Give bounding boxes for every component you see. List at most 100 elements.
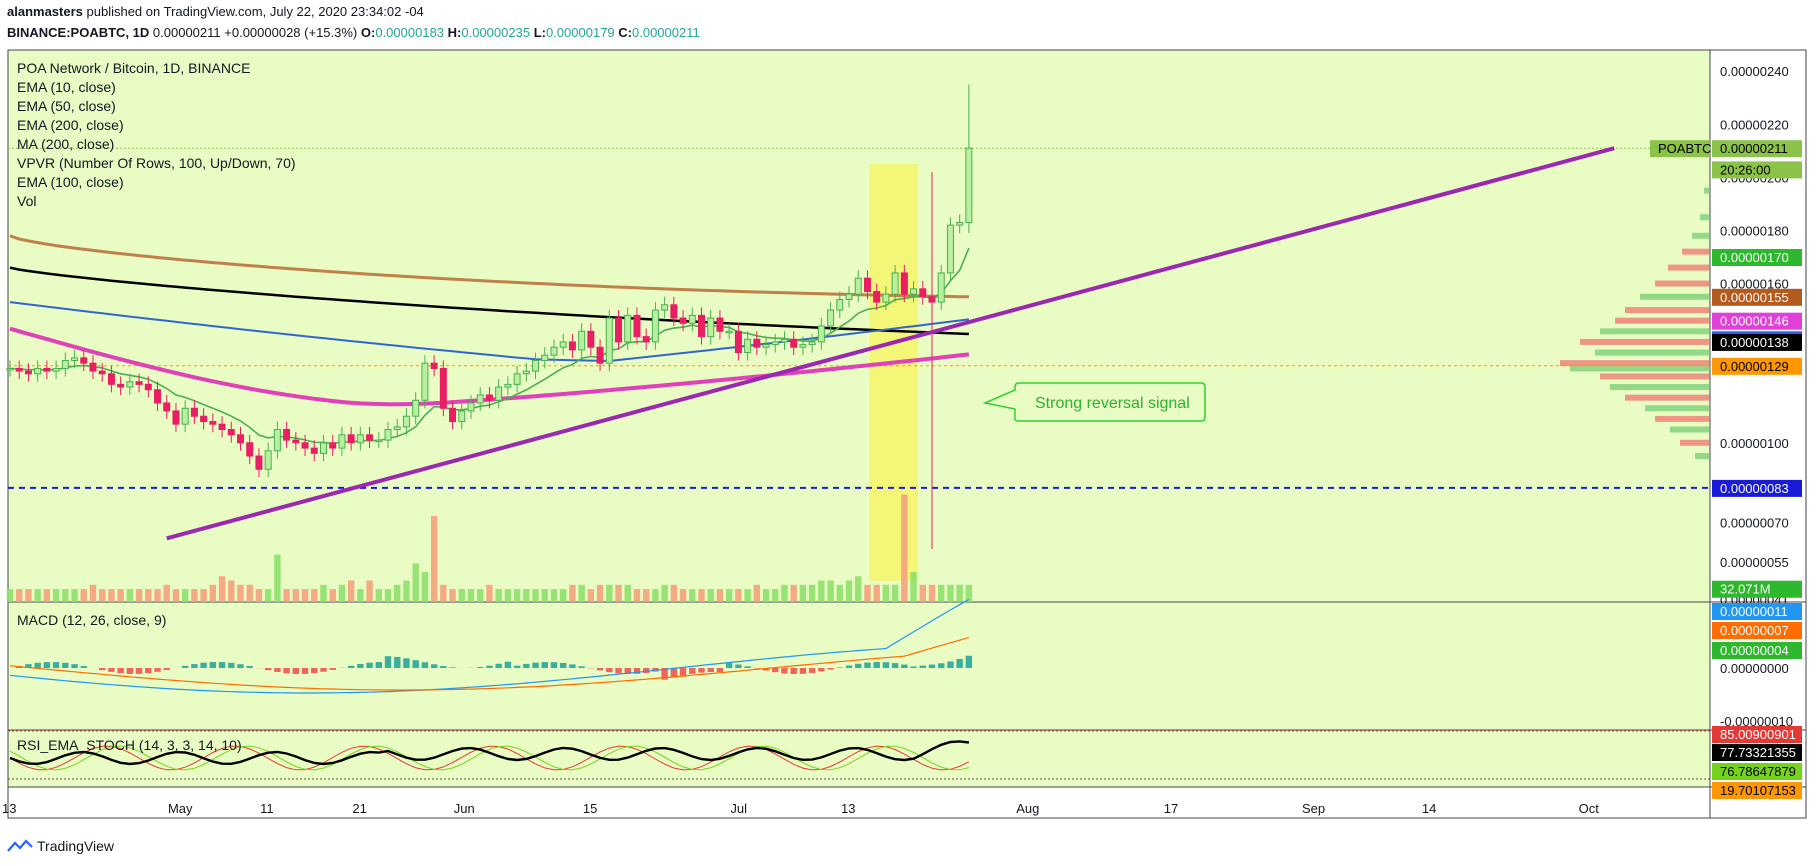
candle-body (532, 360, 540, 372)
candle-body (808, 341, 816, 346)
macd-tag-bg (1712, 622, 1802, 639)
macd-histogram-bar (661, 668, 668, 680)
candle-body (144, 383, 152, 391)
macd-histogram-bar (716, 668, 724, 673)
legend-ema100[interactable]: EMA (100, close) (17, 174, 124, 190)
macd-histogram-bar (421, 662, 429, 668)
candle-body (605, 317, 613, 364)
legend-vpvr[interactable]: VPVR (Number Of Rows, 100, Up/Down, 70) (17, 155, 296, 171)
macd-histogram-bar (154, 668, 161, 672)
macd-histogram-bar (836, 667, 843, 668)
x-axis-label: Jul (730, 801, 747, 816)
volume-bar (394, 584, 401, 602)
rsi-tag-bg (1712, 763, 1802, 780)
candle-body (458, 410, 466, 423)
symbol-tag-bg (1650, 140, 1710, 158)
volume-profile-bar (1682, 248, 1710, 255)
volume-bar (910, 571, 917, 602)
volume-bar (882, 584, 890, 602)
candle-body (596, 346, 604, 364)
candle-body (126, 381, 134, 388)
macd-histogram-bar (910, 666, 917, 668)
volume-bar (661, 584, 668, 602)
candle-body (485, 394, 493, 401)
footer-brand[interactable]: TradingView (7, 838, 114, 854)
price-tag-bg (1712, 479, 1802, 497)
volume-profile-bar (1645, 405, 1710, 412)
macd-histogram-bar (209, 662, 217, 668)
macd-legend[interactable]: MACD (12, 26, close, 9) (17, 612, 167, 628)
volume-profile-bar (1600, 373, 1710, 380)
volume-bar (62, 589, 69, 602)
macd-histogram-bar (642, 668, 650, 673)
footer-brand-label: TradingView (37, 838, 115, 854)
macd-histogram-bar (679, 668, 687, 676)
volume-bar (928, 584, 936, 602)
macd-histogram-bar (615, 668, 622, 674)
volume-bar (209, 584, 217, 602)
price-tag-bg (1712, 580, 1802, 598)
candle-body (172, 410, 180, 425)
price-tag-label: 0.00000138 (1720, 335, 1789, 350)
candle-body (716, 317, 724, 332)
volume-bar (735, 589, 742, 602)
volume-bar (292, 589, 300, 602)
volume-profile-bar (1670, 426, 1710, 433)
macd-histogram-bar (43, 662, 51, 668)
volume-bar (504, 589, 512, 602)
candle-body (780, 338, 788, 343)
volume-profile-bar (1615, 317, 1710, 324)
volume-bar (154, 589, 161, 602)
macd-histogram-bar (947, 661, 954, 668)
volume-bar (477, 589, 484, 602)
macd-histogram-bar (52, 662, 60, 668)
main-pane-bg (8, 50, 1710, 602)
high-value: 0.00000235 (461, 25, 531, 40)
volume-bar (228, 580, 235, 602)
volume-bar (172, 589, 180, 602)
volume-bar (615, 584, 622, 602)
legend-ma200[interactable]: MA (200, close) (17, 136, 115, 152)
legend-ema10[interactable]: EMA (10, close) (17, 79, 116, 95)
volume-bar (163, 584, 170, 602)
rsi-legend[interactable]: RSI_EMA_STOCH (14, 3, 3, 14, 10) (17, 737, 242, 753)
volume-bar (403, 580, 410, 602)
macd-histogram-bar (403, 658, 410, 668)
x-axis-label: 13 (2, 801, 16, 816)
volume-bar (375, 589, 382, 602)
candle-body (209, 421, 217, 425)
volume-profile-bar (1600, 328, 1710, 335)
price-tag-label: 0.00000211 (1720, 141, 1788, 156)
volume-bar (864, 584, 871, 602)
macd-histogram-bar (744, 666, 751, 668)
stoch-k-line (9, 745, 970, 771)
volume-bar (301, 589, 309, 602)
volume-bar (495, 589, 502, 602)
macd-histogram-bar (504, 661, 512, 668)
volume-bar (947, 584, 954, 602)
volume-bar (80, 589, 87, 602)
macd-histogram-bar (689, 668, 696, 674)
volume-bar (458, 589, 465, 602)
volume-bar (108, 589, 115, 602)
author-name[interactable]: alanmasters (7, 4, 83, 19)
candle-body (882, 293, 890, 303)
macd-histogram-bar (670, 668, 678, 678)
volume-bar (707, 589, 714, 602)
candle-body (799, 344, 807, 348)
x-axis-label: Sep (1302, 801, 1325, 816)
legend-vol[interactable]: Vol (17, 193, 37, 209)
candle-body (522, 370, 530, 375)
volume-profile-bar (1704, 187, 1710, 194)
candle-body (338, 434, 346, 449)
macd-histogram-bar (808, 668, 816, 673)
volume-bar (338, 584, 346, 602)
macd-histogram-bar (292, 668, 300, 674)
legend-ema200[interactable]: EMA (200, close) (17, 117, 124, 133)
candle-body (476, 394, 484, 404)
price-tag-label: 0.00000155 (1720, 290, 1789, 305)
legend-ema50[interactable]: EMA (50, close) (17, 98, 116, 114)
low-label: L: (533, 25, 546, 40)
macd-histogram-bar (62, 662, 69, 668)
